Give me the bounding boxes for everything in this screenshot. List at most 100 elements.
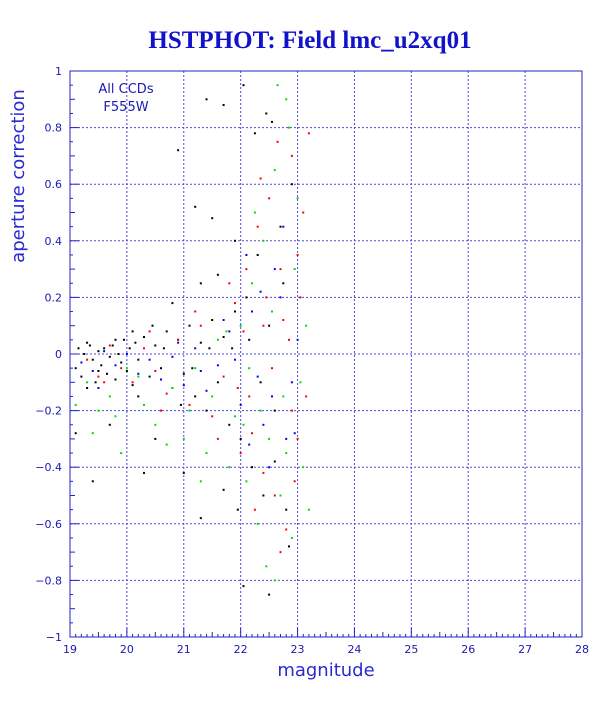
data-point [171, 355, 174, 358]
x-tick-label: 19 [63, 643, 77, 656]
data-point [143, 347, 145, 350]
data-point [279, 494, 282, 497]
data-point [151, 324, 154, 327]
data-point [293, 432, 296, 435]
data-point [114, 338, 117, 341]
data-point [290, 537, 293, 539]
data-point [194, 367, 197, 370]
data-point [80, 375, 83, 378]
data-point [97, 370, 100, 372]
data-point [242, 423, 245, 426]
data-point [251, 282, 253, 285]
data-point [251, 466, 253, 469]
data-point [111, 344, 114, 347]
data-point [188, 324, 191, 327]
x-tick-label: 23 [291, 643, 305, 656]
annotation-all-ccds: All CCDs [98, 82, 153, 97]
x-tick-label: 24 [347, 643, 361, 656]
data-point [293, 480, 296, 483]
data-point [234, 239, 236, 242]
data-point [268, 197, 271, 200]
annotation-filter: F555W [103, 100, 148, 115]
data-point [216, 381, 219, 384]
data-point [234, 302, 236, 305]
data-point [162, 347, 165, 350]
data-point [182, 437, 185, 440]
data-point [307, 132, 310, 135]
data-point [222, 104, 225, 106]
data-point [177, 149, 180, 152]
data-point [211, 415, 214, 418]
data-point [97, 409, 100, 412]
data-point [262, 239, 265, 242]
data-point [288, 545, 290, 548]
data-point [148, 358, 151, 361]
data-point [194, 205, 197, 208]
data-point [83, 353, 86, 355]
data-point [177, 338, 180, 341]
data-point [279, 551, 282, 554]
data-point [296, 197, 299, 200]
data-point [273, 579, 276, 582]
data-point [276, 84, 279, 87]
data-point [228, 282, 231, 285]
x-tick-label: 25 [404, 643, 418, 656]
data-point [205, 409, 208, 412]
data-point [265, 112, 268, 115]
tick-labels: 19 20 21 22 23 24 25 26 27 28 −1 −0.8 −0.6 −0.4 −0.2 0 0… [35, 65, 589, 656]
data-point [273, 268, 276, 271]
data-point [160, 378, 162, 381]
data-point [239, 324, 242, 327]
data-point [148, 375, 151, 378]
data-point [279, 225, 282, 228]
data-point [259, 177, 262, 180]
data-point [143, 471, 145, 474]
data-point [91, 480, 94, 483]
data-point [234, 358, 236, 361]
data-point [128, 347, 131, 350]
data-point [97, 350, 100, 353]
data-point [285, 528, 288, 531]
data-point [86, 387, 89, 389]
data-point [125, 367, 128, 370]
data-point [234, 310, 236, 313]
data-point [160, 409, 162, 412]
data-point [245, 480, 248, 483]
data-point [285, 508, 288, 511]
data-point [228, 330, 231, 333]
data-point [137, 358, 140, 361]
y-tick-label: 0.2 [45, 291, 63, 304]
y-tick-label: 0.4 [45, 235, 63, 248]
data-point [222, 319, 225, 321]
data-point [236, 387, 239, 389]
data-point [143, 336, 145, 338]
data-point [194, 310, 197, 313]
data-point [259, 409, 262, 412]
data-points [74, 84, 310, 596]
data-point [271, 395, 273, 398]
data-point [154, 344, 157, 347]
data-point [134, 341, 137, 344]
data-point [302, 211, 305, 214]
data-point [290, 409, 293, 412]
data-point [120, 361, 123, 364]
data-point [91, 370, 94, 372]
y-tick-label: 0 [55, 348, 62, 361]
data-point [216, 364, 219, 367]
data-point [103, 347, 106, 350]
data-point [299, 381, 302, 384]
data-point [205, 389, 208, 392]
data-point [231, 347, 234, 350]
data-point [222, 375, 225, 378]
y-tick-label: −0.4 [35, 461, 62, 474]
y-axis-label: aperture correction [8, 89, 29, 263]
data-point [74, 403, 77, 406]
data-point [106, 372, 108, 375]
data-point [86, 381, 89, 384]
data-point [103, 381, 106, 384]
data-point [262, 471, 265, 474]
data-point [242, 330, 245, 333]
data-point [188, 403, 191, 406]
data-point [211, 217, 214, 220]
